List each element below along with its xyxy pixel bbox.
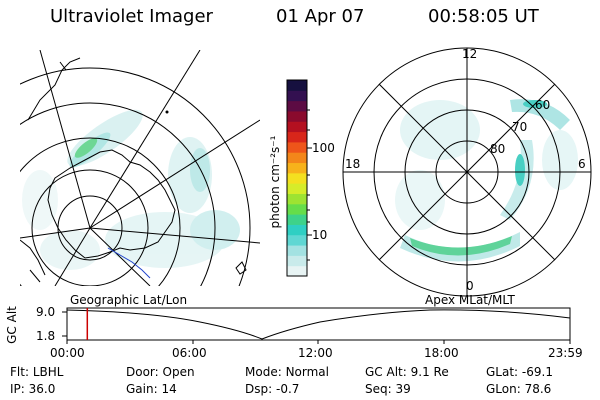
colorbar-tick-100: 100	[312, 141, 335, 155]
timeline-x-ticks	[66, 340, 571, 344]
mlt-label-6: 6	[578, 157, 586, 171]
colorbar-band	[287, 80, 307, 91]
timeline-right-caption: Apex MLat/MLT	[425, 293, 515, 307]
timeline-frame	[66, 307, 571, 341]
ip-label: IP:	[10, 382, 25, 396]
colorbar-band	[287, 265, 307, 277]
door-value: Open	[162, 365, 195, 379]
time-label: 00:58:05 UT	[428, 6, 539, 27]
seq-value: 39	[395, 382, 411, 396]
flt-value: LBHL	[32, 365, 64, 379]
instrument-title: Ultraviolet Imager	[50, 6, 213, 27]
geo-aurora-emission	[22, 109, 240, 270]
colorbar-band	[287, 141, 307, 153]
dsp-value: -0.7	[275, 382, 300, 396]
status-mode: Mode: Normal	[245, 365, 329, 379]
status-ip: IP: 36.0	[10, 382, 55, 396]
timeline-y-min: 1.8	[36, 329, 56, 343]
colorbar-band	[287, 193, 307, 205]
colorbar-band	[287, 203, 307, 215]
colorbar-band	[287, 162, 307, 174]
lat-label-70: 70	[512, 120, 528, 134]
status-door: Door: Open	[126, 365, 195, 379]
time-tick-2359: 23:59	[548, 346, 583, 360]
status-dsp: Dsp: -0.7	[245, 382, 299, 396]
timeline-left-caption: Geographic Lat/Lon	[70, 293, 188, 307]
geographic-map	[20, 50, 260, 286]
mlt-label-18: 18	[345, 157, 361, 171]
status-flt: Flt: LBHL	[10, 365, 63, 379]
colorbar-band	[287, 234, 307, 246]
geo-lon-lines	[20, 50, 260, 286]
lat-label-80: 80	[490, 142, 506, 156]
mlt-label-12: 12	[462, 47, 478, 61]
gc-altitude-curve	[66, 309, 571, 340]
geo-station-marker	[165, 110, 169, 114]
status-gain: Gain: 14	[126, 382, 177, 396]
glon-label: GLon:	[486, 382, 521, 396]
seq-label: Seq:	[365, 382, 392, 396]
colorbar-band	[287, 183, 307, 194]
colorbar-ticks	[307, 109, 312, 261]
colorbar-band	[287, 152, 307, 164]
time-tick-1800: 18:00	[424, 346, 459, 360]
mode-value: Normal	[285, 365, 329, 379]
colorbar-band	[287, 245, 307, 256]
flt-label: Flt:	[10, 365, 29, 379]
door-label: Door:	[126, 365, 159, 379]
colorbar-band	[287, 110, 307, 122]
geo-coastline-north	[27, 57, 81, 121]
status-seq: Seq: 39	[365, 382, 411, 396]
polar-mlt-lines	[343, 48, 591, 296]
timeline-y-ticks	[62, 311, 67, 337]
time-tick-1200: 12:00	[298, 346, 333, 360]
colorbar-band	[287, 131, 307, 143]
geo-coastline	[47, 149, 176, 259]
geo-coastline-south	[20, 239, 46, 283]
ip-value: 36.0	[28, 382, 56, 396]
colorbar-band	[287, 90, 307, 102]
status-gcalt: GC Alt: 9.1 Re	[365, 365, 449, 379]
mode-label: Mode:	[245, 365, 282, 379]
status-glon: GLon: 78.6	[486, 382, 551, 396]
colorbar-band	[287, 121, 307, 133]
colorbar-frame	[286, 79, 308, 277]
mlt-label-0: 0	[466, 279, 474, 293]
gain-value: 14	[161, 382, 177, 396]
colorbar-band	[287, 100, 307, 112]
time-tick-0000: 00:00	[50, 346, 85, 360]
polar-map	[395, 99, 578, 262]
gcalt-label: GC Alt:	[365, 365, 407, 379]
lat-label-60: 60	[535, 98, 551, 112]
gcalt-value: 9.1 Re	[410, 365, 449, 379]
gc-alt-axis-label: GC Alt	[5, 306, 19, 344]
glat-value: -69.1	[521, 365, 553, 379]
date-label: 01 Apr 07	[276, 6, 365, 27]
timeline-y-max: 9.0	[36, 305, 56, 319]
polar-aurora-emission	[395, 99, 578, 262]
dsp-label: Dsp:	[245, 382, 273, 396]
colorbar-band	[287, 172, 307, 184]
glon-value: 78.6	[524, 382, 552, 396]
colorbar-band	[287, 214, 307, 225]
colorbar-band	[287, 224, 307, 236]
colorbar-tick-10: 10	[312, 228, 328, 242]
time-tick-0600: 06:00	[172, 346, 207, 360]
geo-coastline-blue	[107, 247, 151, 279]
gain-label: Gain:	[126, 382, 158, 396]
glat-label: GLat:	[486, 365, 519, 379]
colorbar	[287, 80, 307, 277]
geo-small-island	[235, 261, 247, 275]
colorbar-band	[287, 255, 307, 267]
status-glat: GLat: -69.1	[486, 365, 553, 379]
colorbar-unit-label: photon cm⁻²s⁻¹	[268, 135, 282, 229]
